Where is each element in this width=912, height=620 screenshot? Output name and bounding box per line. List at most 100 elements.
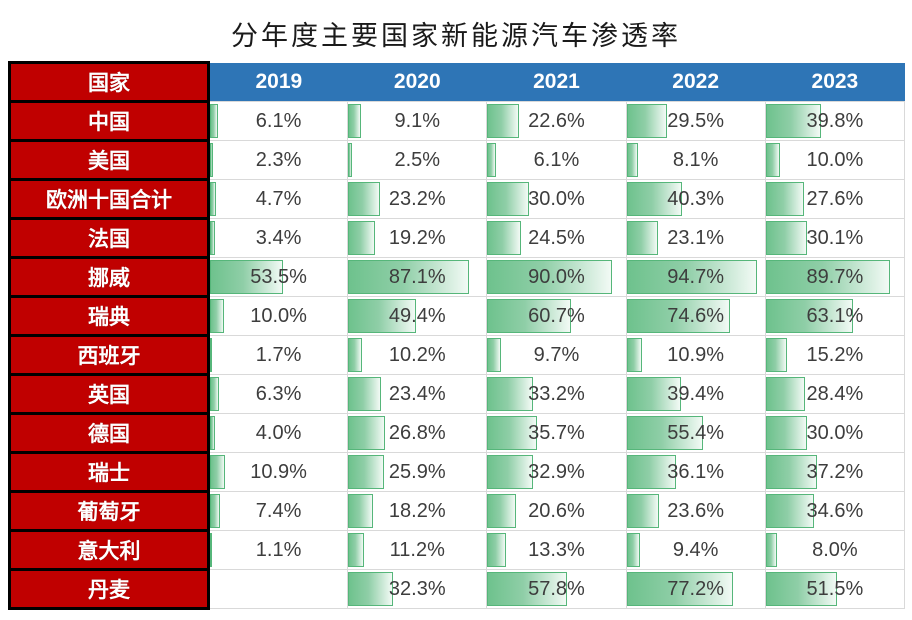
- value-cell: 15.2%: [764, 335, 906, 375]
- header-row: 国家 2019 2020 2021 2022 2023: [8, 61, 905, 103]
- value-label: 37.2%: [806, 460, 864, 483]
- data-bar: [348, 221, 375, 255]
- value-label: 32.3%: [388, 577, 446, 600]
- data-bar: [766, 221, 808, 255]
- value-label: 63.1%: [806, 304, 864, 327]
- value-cell: [207, 569, 349, 609]
- value-label: 2.3%: [255, 148, 302, 171]
- data-bar: [210, 416, 216, 450]
- value-label: 6.1%: [533, 148, 580, 171]
- row-label: 欧洲十国合计: [8, 178, 210, 220]
- value-cell: 8.1%: [625, 140, 766, 180]
- table-row: 德国 4.0% 26.8% 35.7% 55.4% 30.0%: [8, 412, 906, 454]
- value-label: 1.7%: [255, 343, 302, 366]
- value-cell: 57.8%: [486, 569, 627, 609]
- data-bar: [487, 143, 496, 177]
- data-bar: [487, 572, 568, 606]
- data-bar: [766, 143, 780, 177]
- value-cell: 49.4%: [347, 296, 488, 336]
- data-bar: [766, 416, 808, 450]
- value-cell: 4.0%: [207, 413, 349, 453]
- table-row: 葡萄牙 7.4% 18.2% 20.6% 23.6% 34.6%: [8, 490, 906, 532]
- value-label: 55.4%: [667, 421, 725, 444]
- value-label: 6.1%: [255, 109, 302, 132]
- row-label: 意大利: [8, 529, 210, 571]
- country-column-header: 国家: [8, 61, 210, 103]
- value-cell: 23.2%: [347, 179, 488, 219]
- value-label: 3.4%: [255, 226, 302, 249]
- value-label: 53.5%: [250, 265, 307, 288]
- data-bar: [348, 533, 364, 567]
- value-label: 20.6%: [528, 499, 585, 522]
- value-cell: 23.6%: [625, 491, 766, 531]
- table-row: 欧洲十国合计 4.7% 23.2% 30.0% 40.3% 27.6%: [8, 178, 906, 220]
- year-header-2021: 2021: [486, 62, 627, 102]
- value-cell: 94.7%: [625, 257, 766, 297]
- data-bar: [210, 338, 213, 372]
- table-row: 瑞士 10.9% 25.9% 32.9% 36.1% 37.2%: [8, 451, 906, 493]
- value-label: 24.5%: [528, 226, 585, 249]
- value-cell: 35.7%: [486, 413, 627, 453]
- value-label: 4.7%: [255, 187, 302, 210]
- data-bar: [487, 221, 522, 255]
- data-bar: [210, 104, 219, 138]
- value-cell: 63.1%: [764, 296, 906, 336]
- value-label: 87.1%: [388, 265, 446, 288]
- value-cell: 2.3%: [207, 140, 349, 180]
- table-row: 法国 3.4% 19.2% 24.5% 23.1% 30.1%: [8, 217, 906, 259]
- data-bar: [487, 299, 572, 333]
- value-label: 9.7%: [533, 343, 580, 366]
- value-label: 74.6%: [667, 304, 725, 327]
- data-bar: [627, 338, 642, 372]
- year-header-2020: 2020: [347, 62, 487, 102]
- data-bar: [210, 494, 221, 528]
- value-cell: 30.0%: [764, 413, 906, 453]
- row-label: 法国: [8, 217, 210, 259]
- value-label: 10.2%: [388, 343, 446, 366]
- data-bar: [627, 377, 681, 411]
- value-cell: 13.3%: [486, 530, 627, 570]
- value-label: 10.9%: [250, 460, 307, 483]
- data-bar: [627, 533, 640, 567]
- value-label: 8.0%: [812, 538, 858, 561]
- year-header-2019: 2019: [208, 62, 348, 102]
- value-label: 23.6%: [667, 499, 725, 522]
- value-label: 30.0%: [806, 421, 864, 444]
- row-label: 英国: [8, 373, 210, 415]
- value-cell: 39.8%: [764, 101, 906, 141]
- value-label: 32.9%: [528, 460, 585, 483]
- value-cell: 32.3%: [347, 569, 488, 609]
- data-bar: [348, 299, 417, 333]
- year-header-2023: 2023: [765, 62, 905, 102]
- value-cell: 2.5%: [347, 140, 488, 180]
- data-bar: [627, 299, 730, 333]
- data-bar: [210, 455, 225, 489]
- data-bar: [348, 260, 469, 294]
- table-row: 中国 6.1% 9.1% 22.6% 29.5% 39.8%: [8, 100, 906, 142]
- value-label: 29.5%: [667, 109, 725, 132]
- value-label: 23.4%: [388, 382, 446, 405]
- data-bar: [487, 377, 534, 411]
- value-label: 34.6%: [806, 499, 864, 522]
- data-bar: [348, 338, 363, 372]
- value-label: 10.0%: [250, 304, 307, 327]
- data-bar: [210, 299, 224, 333]
- value-cell: 10.0%: [207, 296, 349, 336]
- value-cell: 40.3%: [625, 179, 766, 219]
- data-bar: [210, 182, 217, 216]
- row-label: 葡萄牙: [8, 490, 210, 532]
- data-bar: [210, 533, 212, 567]
- penetration-table: 国家 2019 2020 2021 2022 2023 中国 6.1% 9.1% 22.6% 2…: [8, 61, 906, 610]
- value-cell: 7.4%: [207, 491, 349, 531]
- value-cell: 32.9%: [486, 452, 627, 492]
- data-bar: [348, 104, 361, 138]
- value-cell: 74.6%: [625, 296, 766, 336]
- data-bar: [210, 143, 214, 177]
- value-cell: 10.0%: [764, 140, 906, 180]
- table-row: 美国 2.3% 2.5% 6.1% 8.1% 10.0%: [8, 139, 906, 181]
- row-label: 西班牙: [8, 334, 210, 376]
- value-label: 8.1%: [672, 148, 719, 171]
- data-bar: [487, 455, 533, 489]
- row-label: 美国: [8, 139, 210, 181]
- data-bar: [348, 377, 381, 411]
